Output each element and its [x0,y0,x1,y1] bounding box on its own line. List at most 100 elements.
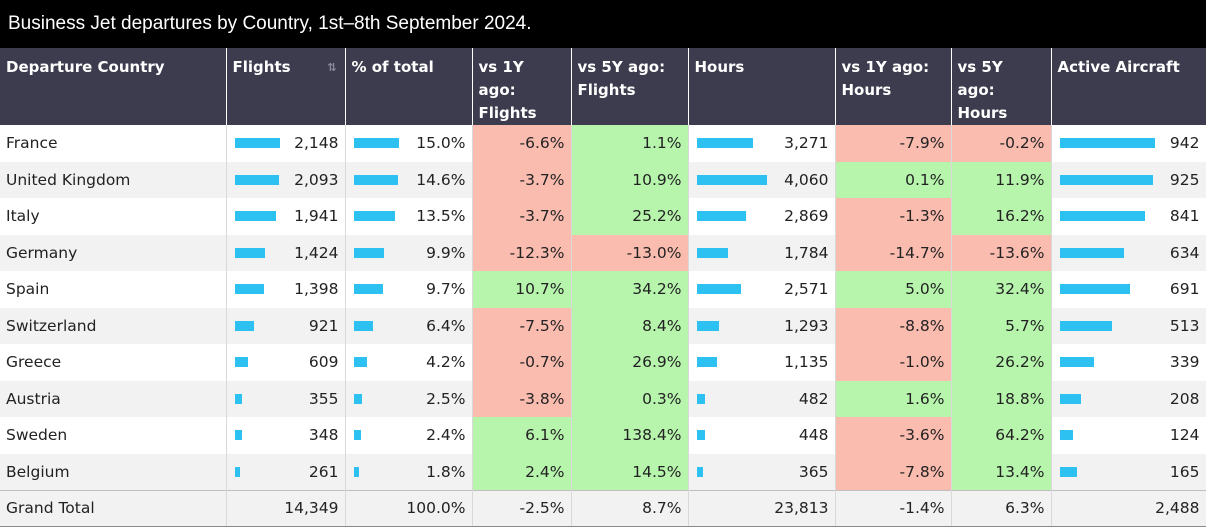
header-label-line1: Departure Country [6,58,165,76]
col-departure-country-header[interactable]: Departure Country [0,48,227,125]
aircraft-cell-value: 165 [1169,462,1200,481]
vs5y-hours-cell: 32.4% [951,271,1052,308]
vs5y-flights-cell: -13.0% [571,234,689,271]
hours-cell-value: 2,571 [784,280,829,299]
pct-total-cell-value: 2.5% [426,389,466,408]
col-vs1y-flights-header[interactable]: vs 1Y ago: Flights [472,48,572,125]
table-row[interactable]: Austria 355 2.5% -3.8% 0.3% 482 1.6% 18.8% 208 [0,380,1206,417]
pct-total-cell-value: 2.4% [426,426,466,445]
total-hours-cell: 23,813 [688,489,836,527]
flights-cell-bar [234,393,242,404]
hours-cell: 2,869 [688,198,836,235]
hours-cell: 2,571 [688,271,836,308]
col-active-aircraft-header[interactable]: Active Aircraft [1051,48,1206,125]
total-vs5y-flights-cell: 8.7% [571,489,689,527]
vs1y-flights-cell: -12.3% [472,234,572,271]
header-label-line2: Hours [957,104,1008,122]
hours-cell-value: 1,293 [784,316,829,335]
table-row[interactable]: Belgium 261 1.8% 2.4% 14.5% 365 -7.8% 13.4% 165 [0,453,1206,490]
aircraft-cell-bar [1059,466,1077,477]
page-title: Business Jet departures by Country, 1st–… [0,0,1206,48]
aircraft-cell-bar [1059,430,1073,441]
pct-total-cell: 13.5% [345,198,473,235]
vs1y-hours-cell: -7.8% [835,453,952,490]
vs5y-hours-cell: 64.2% [951,417,1052,454]
aircraft-cell: 339 [1051,344,1206,381]
vs1y-flights-cell: -3.8% [472,380,572,417]
table-row[interactable]: Sweden 348 2.4% 6.1% 138.4% 448 -3.6% 64.2% 124 [0,417,1206,454]
total-flights-cell: 14,349 [226,489,346,527]
data-table-container: Departure Country Flights ⇅ % of total vs 1Y… [0,48,1206,527]
pct-total-cell-bar [353,430,361,441]
hours-cell: 1,293 [688,307,836,344]
flights-cell-bar [234,211,276,222]
flights-cell: 2,093 [226,161,346,198]
table-row[interactable]: Spain 1,398 9.7% 10.7% 34.2% 2,571 5.0% 32.4% 69… [0,271,1206,308]
flights-cell-bar [234,247,265,258]
col-vs5y-flights-header[interactable]: vs 5Y ago: Flights [571,48,689,125]
vs1y-flights-cell: -3.7% [472,198,572,235]
header-label-line1: vs 5Y ago: [957,58,1003,99]
flights-cell-bar [234,284,264,295]
aircraft-cell-bar [1059,357,1094,368]
header-label-line1: Flights [232,58,291,76]
table-row[interactable]: Italy 1,941 13.5% -3.7% 25.2% 2,869 -1.3% 16.2%… [0,198,1206,235]
header-label-line2: Flights [577,81,636,99]
pct-total-cell: 14.6% [345,161,473,198]
vs1y-flights-cell: -7.5% [472,307,572,344]
aircraft-cell-value: 925 [1169,170,1200,189]
flights-cell: 348 [226,417,346,454]
vs5y-hours-cell: 5.7% [951,307,1052,344]
hours-cell-bar [696,357,717,368]
vs5y-flights-cell: 14.5% [571,453,689,490]
hours-cell-bar [696,174,767,185]
hours-cell-value: 2,869 [784,207,829,226]
pct-total-cell-bar [353,320,373,331]
aircraft-cell: 925 [1051,161,1206,198]
col-hours-header[interactable]: Hours [688,48,836,125]
table-row[interactable]: Germany 1,424 9.9% -12.3% -13.0% 1,784 -14.7% -… [0,234,1206,271]
header-label-line1: Hours [694,58,745,76]
col-vs1y-hours-header[interactable]: vs 1Y ago: Hours [835,48,952,125]
vs5y-hours-cell: 16.2% [951,198,1052,235]
flights-cell-bar [234,320,254,331]
aircraft-cell-bar [1059,247,1124,258]
pct-total-cell: 9.9% [345,234,473,271]
aircraft-cell: 841 [1051,198,1206,235]
flights-cell: 1,424 [226,234,346,271]
total-pct-cell: 100.0% [345,489,473,527]
vs5y-hours-cell: 11.9% [951,161,1052,198]
pct-total-cell-bar [353,357,367,368]
col-flights-header[interactable]: Flights ⇅ [226,48,346,125]
header-label-line1: % of total [351,58,434,76]
col-pct-total-header[interactable]: % of total [345,48,473,125]
vs1y-hours-cell: -7.9% [835,125,952,162]
aircraft-cell-bar [1059,174,1153,185]
vs1y-hours-cell: 5.0% [835,271,952,308]
flights-cell: 261 [226,453,346,490]
hours-cell-bar [696,211,746,222]
table-row[interactable]: United Kingdom 2,093 14.6% -3.7% 10.9% 4,060 0… [0,161,1206,198]
flights-cell-value: 261 [308,462,339,481]
table-row[interactable]: France 2,148 15.0% -6.6% 1.1% 3,271 -7.9% -0.2%… [0,125,1206,162]
aircraft-cell: 513 [1051,307,1206,344]
pct-total-cell-bar [353,174,398,185]
pct-total-cell-value: 4.2% [426,353,466,372]
pct-total-cell-bar [353,211,395,222]
hours-cell: 448 [688,417,836,454]
aircraft-cell-value: 942 [1169,134,1200,153]
vs1y-flights-cell: -0.7% [472,344,572,381]
pct-total-cell: 1.8% [345,453,473,490]
col-vs5y-hours-header[interactable]: vs 5Y ago: Hours [951,48,1052,125]
sort-icon[interactable]: ⇅ [327,61,337,74]
hours-cell-bar [696,284,741,295]
vs1y-hours-cell: -14.7% [835,234,952,271]
table-body: France 2,148 15.0% -6.6% 1.1% 3,271 -7.9% -0.2%… [0,125,1206,527]
pct-total-cell: 9.7% [345,271,473,308]
hours-cell-value: 3,271 [784,134,829,153]
table-row[interactable]: Greece 609 4.2% -0.7% 26.9% 1,135 -1.0% 26.2% 33… [0,344,1206,381]
vs1y-hours-cell: -3.6% [835,417,952,454]
table-row[interactable]: Switzerland 921 6.4% -7.5% 8.4% 1,293 -8.8% 5.7… [0,307,1206,344]
flights-cell-bar [234,430,242,441]
vs5y-flights-cell: 25.2% [571,198,689,235]
